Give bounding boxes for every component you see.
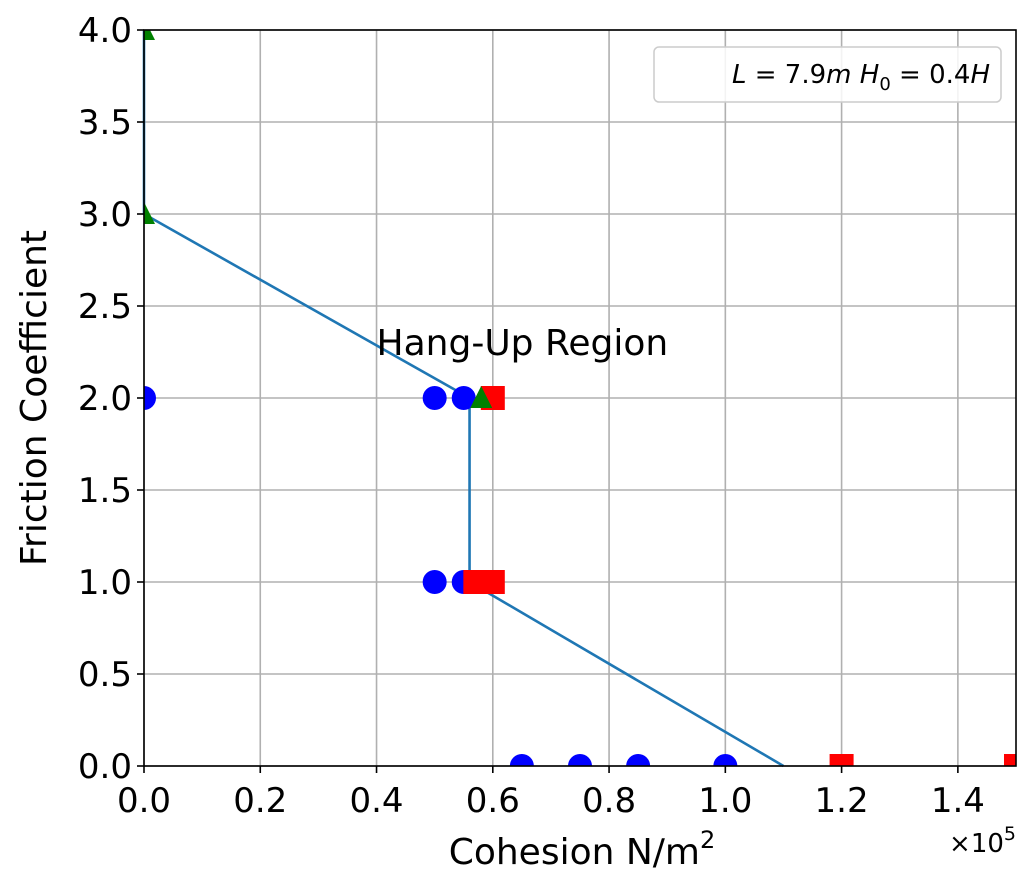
triangle-point-2-1 bbox=[144, 202, 155, 224]
y-tick-label-8: 4.0 bbox=[78, 11, 132, 51]
x-tick-label-1: 0.2 bbox=[233, 781, 287, 821]
square-point-1-2 bbox=[480, 570, 505, 594]
x-axis-label-sup: 2 bbox=[700, 826, 715, 854]
y-axis-label: Friction Coefficient bbox=[14, 230, 55, 566]
legend-box bbox=[653, 46, 1002, 103]
data-points bbox=[144, 30, 1016, 766]
x-tick-label-0: 0.0 bbox=[117, 781, 171, 821]
legend-entry: L = 7.9m H0 = 0.4H bbox=[732, 60, 990, 95]
circle-point-0-0 bbox=[144, 386, 156, 410]
x-tick-label-4: 0.8 bbox=[582, 781, 636, 821]
circle-point-0-2 bbox=[451, 386, 476, 410]
x-offset-base: ×10 bbox=[949, 829, 1004, 859]
square-point-1-4 bbox=[1004, 754, 1016, 766]
x-tick-label-7: 1.4 bbox=[931, 781, 985, 821]
y-tick-label-3: 1.5 bbox=[78, 471, 132, 511]
x-tick-label-5: 1.0 bbox=[698, 781, 752, 821]
x-axis-label: Cohesion N/m2 bbox=[449, 826, 716, 873]
square-point-1-3 bbox=[829, 754, 854, 766]
circle-point-0-3 bbox=[422, 570, 447, 594]
x-ticks: 0.0 0.2 0.4 0.6 0.8 1.0 1.2 1.4 bbox=[117, 766, 985, 821]
x-tick-label-3: 0.6 bbox=[466, 781, 520, 821]
circle-point-0-7 bbox=[626, 754, 651, 766]
circle-point-0-6 bbox=[568, 754, 592, 766]
circle-point-0-1 bbox=[422, 386, 447, 410]
legend: L = 7.9m H0 = 0.4H bbox=[653, 46, 1002, 103]
y-ticks: 0.0 0.5 1.0 1.5 2.0 2.5 3.0 3.5 4.0 bbox=[78, 11, 144, 787]
y-tick-label-0: 0.0 bbox=[78, 747, 132, 787]
x-axis-label-text: Cohesion N/m bbox=[449, 832, 700, 873]
x-tick-label-2: 0.4 bbox=[349, 781, 403, 821]
y-tick-label-4: 2.0 bbox=[78, 379, 132, 419]
circle-point-0-5 bbox=[509, 754, 534, 766]
y-tick-label-2: 1.0 bbox=[78, 563, 132, 603]
y-tick-label-1: 0.5 bbox=[78, 655, 132, 695]
y-tick-label-6: 3.0 bbox=[78, 195, 132, 235]
annotation-hang-up-region: Hang-Up Region bbox=[377, 323, 669, 364]
y-tick-label-5: 2.5 bbox=[78, 287, 132, 327]
x-offset-exp: 5 bbox=[1004, 823, 1016, 845]
circle-point-0-8 bbox=[713, 754, 738, 766]
x-offset-text: ×105 bbox=[949, 823, 1016, 859]
y-tick-label-7: 3.5 bbox=[78, 103, 132, 143]
triangle-point-2-0 bbox=[144, 30, 155, 40]
x-tick-label-6: 1.2 bbox=[815, 781, 869, 821]
triangle-point-2-2 bbox=[470, 386, 493, 408]
